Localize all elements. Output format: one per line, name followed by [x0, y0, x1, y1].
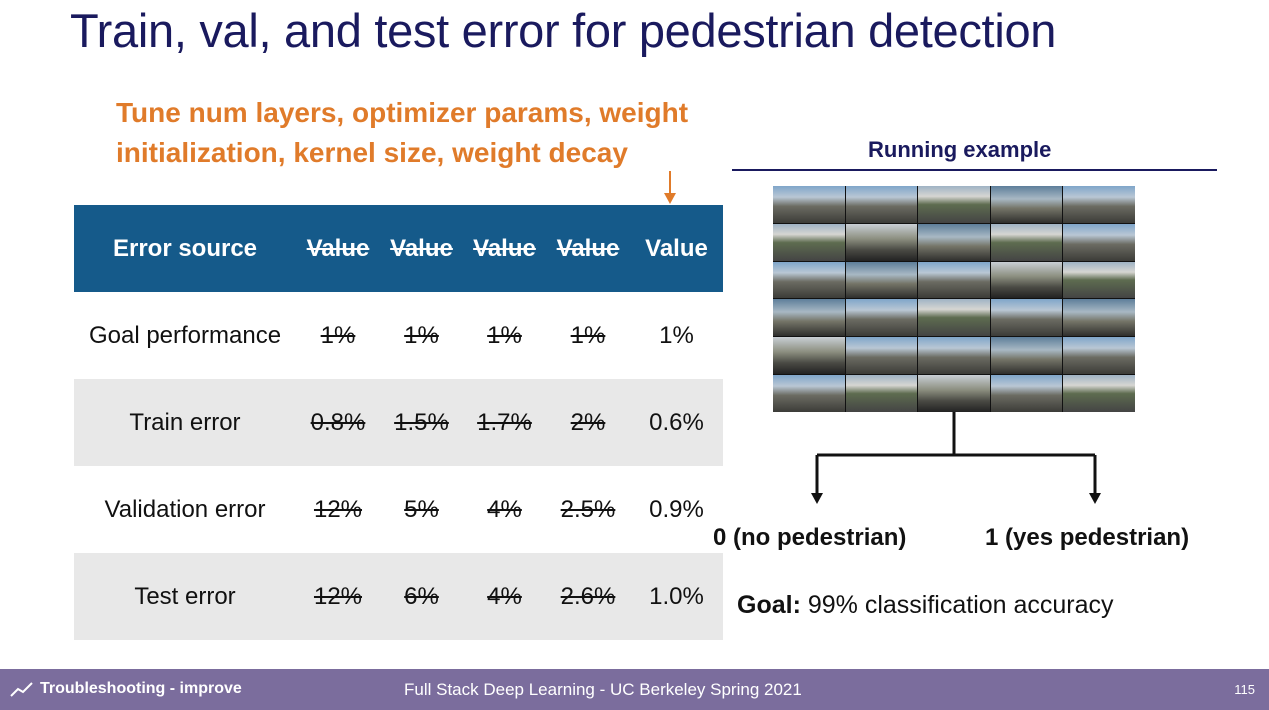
image-tile: [918, 337, 990, 375]
image-tile: [773, 375, 845, 412]
tuning-note-line2: initialization, kernel size, weight deca…: [116, 137, 628, 168]
cell-value: 2%: [546, 379, 630, 466]
cell-value: 1%: [320, 321, 356, 349]
image-tile: [1063, 223, 1135, 261]
divider: [732, 169, 1217, 171]
header-value: Value: [463, 205, 546, 292]
image-tile: [990, 375, 1063, 412]
cell-value: 12%: [313, 495, 363, 523]
tuning-note-line1: Tune num layers, optimizer params, weigh…: [116, 97, 689, 128]
row-label: Goal performance: [88, 321, 282, 349]
goal-text: 99% classification accuracy: [800, 591, 1114, 619]
header-value-current: Value: [630, 205, 723, 292]
classification-branch-diagram: [811, 412, 1101, 504]
arrow-down-icon: [811, 493, 823, 504]
image-tile: [990, 186, 1063, 223]
cell-value: 1.5%: [380, 379, 463, 466]
image-tile: [918, 186, 990, 223]
image-tile: [990, 299, 1063, 337]
image-tile: [845, 223, 918, 261]
image-tile: [918, 375, 990, 412]
image-tile: [1063, 337, 1135, 375]
cell-value-current: 0.9%: [649, 495, 704, 523]
image-tile: [845, 337, 918, 375]
arrow-down-icon: [1089, 493, 1101, 504]
cell-value-current: 1%: [659, 321, 694, 349]
cell-value: 0.8%: [296, 379, 380, 466]
page-number: 115: [1234, 682, 1255, 697]
header-value: Value: [296, 205, 380, 292]
cell-value: 6%: [380, 553, 463, 640]
table-row: Test error 12% 6% 4% 2.6% 1.0%: [74, 553, 723, 640]
cell-value: 4%: [463, 553, 546, 640]
goal-label: Goal:: [737, 591, 801, 619]
image-tile: [1063, 299, 1135, 337]
cell-value-current: 0.6%: [630, 379, 723, 466]
table-row: Goal performance 1% 1% 1% 1% 1%: [74, 292, 723, 379]
image-tile: [845, 261, 918, 299]
image-tile: [773, 261, 845, 299]
cell-value: 2.6%: [546, 553, 630, 640]
cell-value: 1%: [570, 321, 606, 349]
image-tile: [773, 223, 845, 261]
cell-value: 4%: [487, 495, 522, 523]
image-tile: [918, 261, 990, 299]
image-tile: [918, 223, 990, 261]
cell-value: 12%: [296, 553, 380, 640]
cell-value: 1%: [487, 321, 522, 349]
down-arrow-icon: [664, 171, 676, 204]
header-value: Value: [380, 205, 463, 292]
slide-title: Train, val, and test error for pedestria…: [70, 4, 1057, 57]
footer-bar: Troubleshooting - improve Full Stack Dee…: [0, 669, 1269, 710]
tuning-note: Tune num layers, optimizer params, weigh…: [116, 93, 688, 173]
image-tile: [1063, 186, 1135, 223]
cell-value: 5%: [404, 495, 439, 523]
cell-value: 1%: [404, 321, 439, 349]
image-tile: [773, 186, 845, 223]
row-label: Test error: [74, 553, 296, 640]
image-tile: [845, 375, 918, 412]
table-header-row: Error source Value Value Value Value Val…: [74, 205, 723, 292]
image-tile: [773, 337, 845, 375]
cell-value: 2.5%: [560, 495, 616, 523]
footer-course: Full Stack Deep Learning - UC Berkeley S…: [404, 680, 802, 699]
header-error-source: Error source: [74, 205, 296, 292]
image-tile: [773, 299, 845, 337]
cell-value: 1.7%: [463, 379, 546, 466]
running-example-label: Running example: [868, 137, 1052, 162]
row-label: Validation error: [104, 495, 266, 523]
image-tile: [990, 223, 1063, 261]
image-tile: [1063, 375, 1135, 412]
header-value: Value: [546, 205, 630, 292]
output-class-1: 1 (yes pedestrian): [985, 524, 1190, 551]
output-class-0: 0 (no pedestrian): [713, 524, 907, 551]
trend-line-icon: [10, 682, 33, 697]
image-tile: [918, 299, 990, 337]
table-row: Validation error 12% 5% 4% 2.5% 0.9%: [74, 466, 723, 553]
table-row: Train error 0.8% 1.5% 1.7% 2% 0.6%: [74, 379, 723, 466]
image-tile: [990, 261, 1063, 299]
image-tile: [990, 337, 1063, 375]
goal-statement: Goal: 99% classification accuracy: [737, 591, 1114, 620]
row-label: Train error: [74, 379, 296, 466]
cell-value-current: 1.0%: [630, 553, 723, 640]
footer-section: Troubleshooting - improve: [10, 680, 242, 698]
image-tile: [845, 299, 918, 337]
image-tile: [845, 186, 918, 223]
footer-section-label: Troubleshooting - improve: [40, 680, 242, 697]
error-table: Error source Value Value Value Value Val…: [74, 205, 723, 640]
street-image-mosaic: [773, 186, 1135, 412]
image-tile: [1063, 261, 1135, 299]
